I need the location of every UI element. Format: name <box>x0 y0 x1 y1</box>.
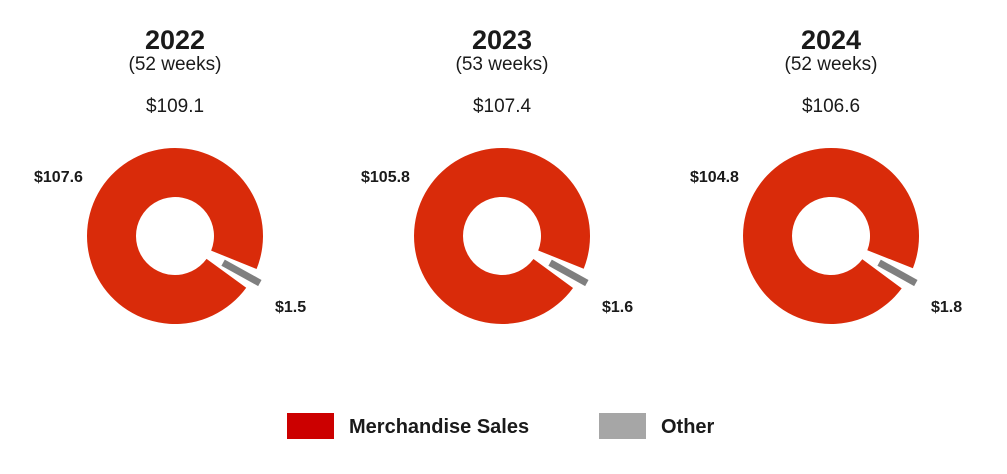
merchandise-value-label: $107.6 <box>34 169 83 186</box>
legend-swatch <box>287 413 334 439</box>
legend-label: Merchandise Sales <box>349 416 529 438</box>
chart-year-title: 2024 <box>801 25 861 55</box>
legend: Merchandise Sales Other <box>287 413 715 439</box>
donut-chart-2022: 2022(52 weeks) $109.1 $107.6 $1.5 <box>34 25 306 324</box>
slice-other <box>548 259 589 287</box>
legend-item-merchandise-sales: Merchandise Sales <box>287 413 529 439</box>
chart-year-title: 2023 <box>472 25 532 55</box>
other-value-label: $1.5 <box>275 299 306 316</box>
chart-total-label: $107.4 <box>473 96 532 117</box>
merchandise-value-label: $104.8 <box>690 169 739 186</box>
chart-weeks-subtitle: (53 weeks) <box>456 54 549 75</box>
slice-merchandise-sales <box>414 147 591 324</box>
chart-weeks-subtitle: (52 weeks) <box>129 54 222 75</box>
chart-total-label: $106.6 <box>802 96 860 117</box>
other-value-label: $1.8 <box>931 299 962 316</box>
legend-label: Other <box>661 416 715 438</box>
chart-year-title: 2022 <box>145 25 205 55</box>
donut-chart-2023: 2023(53 weeks) $107.4 $105.8 $1.6 <box>361 25 633 324</box>
merchandise-value-label: $105.8 <box>361 169 410 186</box>
chart-total-label: $109.1 <box>146 96 204 117</box>
legend-item-other: Other <box>599 413 715 439</box>
legend-swatch <box>599 413 646 439</box>
slice-merchandise-sales <box>743 147 920 324</box>
other-value-label: $1.6 <box>602 299 633 316</box>
chart-weeks-subtitle: (52 weeks) <box>785 54 878 75</box>
slice-other <box>877 259 918 287</box>
donut-chart-2024: 2024(52 weeks) $106.6 $104.8 $1.8 <box>690 25 962 324</box>
slice-merchandise-sales <box>87 147 264 324</box>
slice-other <box>221 259 262 287</box>
